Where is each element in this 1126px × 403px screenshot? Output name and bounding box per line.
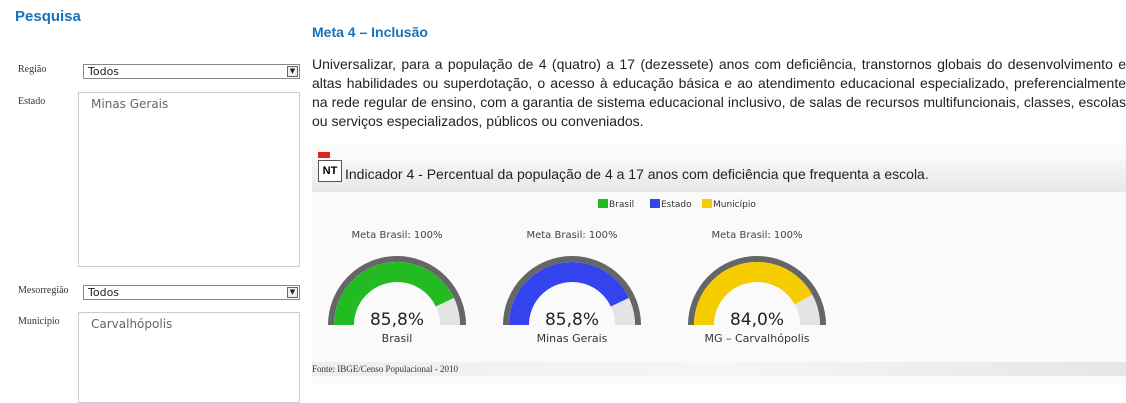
gauge-fill [694, 262, 813, 325]
value-label: 85,8% [545, 310, 599, 330]
select-value: Todos [88, 286, 120, 299]
legend-swatch [598, 199, 608, 208]
chart-header [312, 160, 1126, 192]
source-bar [312, 362, 1126, 376]
sidebar-title: Pesquisa [15, 8, 81, 25]
value-label: 84,0% [730, 310, 784, 330]
legend-label: Município [713, 200, 756, 210]
gauge-label: Minas Gerais [537, 332, 608, 345]
listbox-value: Carvalhópolis [91, 317, 173, 331]
chart-title: Indicador 4 - Percentual da população de… [345, 166, 929, 182]
dropdown-arrow: ▼ [287, 66, 298, 77]
legend-label: Brasil [609, 200, 634, 210]
goal-text: Universalizar, para a população de 4 (qu… [312, 56, 1126, 129]
legend-swatch [702, 199, 712, 208]
gauge-rim [328, 256, 466, 326]
pdf-tag [318, 152, 330, 158]
select[interactable]: Todos ▼ [83, 285, 300, 300]
gauges: Brasil Estado Município Meta Brasil: 100% 85… [328, 199, 826, 345]
value-label: 85,8% [370, 310, 424, 330]
legend-swatch [650, 199, 660, 208]
target-label: Meta Brasil: 100% [526, 230, 617, 241]
field-label: Município [18, 316, 60, 327]
field-label: Estado [18, 96, 46, 107]
select-value: Todos [88, 65, 120, 78]
target-label: Meta Brasil: 100% [351, 230, 442, 241]
gauge-fill [334, 261, 454, 325]
nt-icon[interactable]: NT [318, 160, 342, 182]
source: Fonte: IBGE/Censo Populacional - 2010 [312, 364, 458, 374]
gauge-label: MG – Carvalhópolis [704, 332, 809, 345]
target-label: Meta Brasil: 100% [711, 230, 802, 241]
gauge-rim [503, 256, 641, 326]
field-label: Mesorregião [18, 285, 69, 296]
field-label: Região [18, 64, 47, 75]
gauge-label: Brasil [382, 332, 413, 345]
goal-title: Meta 4 – Inclusão [312, 24, 428, 40]
listbox[interactable]: Minas Gerais [78, 92, 300, 267]
gauge-fill [509, 261, 629, 325]
legend-label: Estado [661, 200, 692, 210]
listbox[interactable]: Carvalhópolis [78, 312, 300, 403]
dropdown-arrow: ▼ [287, 287, 298, 298]
gauge-rim [688, 256, 826, 326]
listbox-value: Minas Gerais [91, 97, 169, 111]
select[interactable]: Todos ▼ [83, 64, 300, 79]
